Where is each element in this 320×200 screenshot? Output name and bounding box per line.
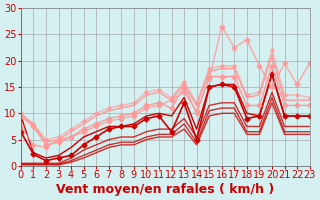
- X-axis label: Vent moyen/en rafales ( km/h ): Vent moyen/en rafales ( km/h ): [56, 183, 274, 196]
